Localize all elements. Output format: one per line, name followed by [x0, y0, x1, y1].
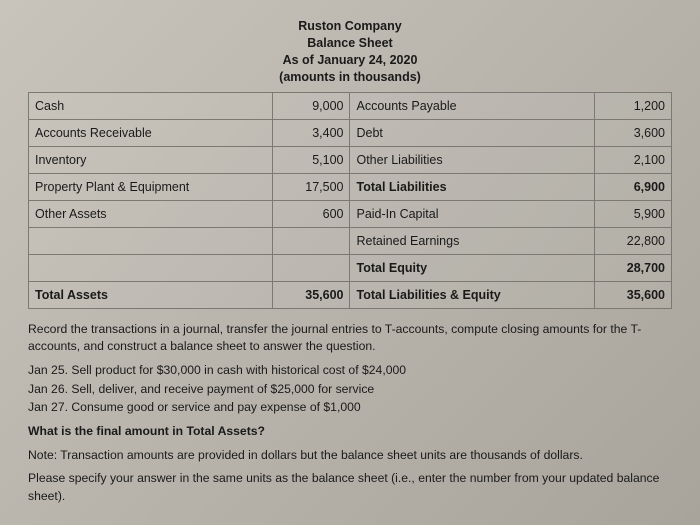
liab-value-2: 2,100 — [594, 146, 671, 173]
asset-label-1: Accounts Receivable — [29, 119, 273, 146]
asset-label-3: Property Plant & Equipment — [29, 173, 273, 200]
question-text: What is the final amount in Total Assets… — [28, 423, 672, 441]
liab-label-5: Retained Earnings — [350, 227, 594, 254]
company-name: Ruston Company — [28, 18, 672, 35]
liab-label-4: Paid-In Capital — [350, 200, 594, 227]
table-row: Other Assets600Paid-In Capital5,900 — [29, 200, 672, 227]
instructions: Record the transactions in a journal, tr… — [28, 321, 672, 356]
asset-value-0: 9,000 — [273, 92, 350, 119]
liab-label-2: Other Liabilities — [350, 146, 594, 173]
transaction-jan-26: Jan 26. Sell, deliver, and receive payme… — [28, 381, 672, 399]
asset-label-2: Inventory — [29, 146, 273, 173]
asset-label-7: Total Assets — [29, 281, 273, 308]
transaction-jan-25: Jan 25. Sell product for $30,000 in cash… — [28, 362, 672, 380]
asset-value-3: 17,500 — [273, 173, 350, 200]
asset-value-2: 5,100 — [273, 146, 350, 173]
liab-value-3: 6,900 — [594, 173, 671, 200]
asset-label-6 — [29, 254, 273, 281]
liab-label-0: Accounts Payable — [350, 92, 594, 119]
liab-label-7: Total Liabilities & Equity — [350, 281, 594, 308]
liab-value-1: 3,600 — [594, 119, 671, 146]
liab-value-6: 28,700 — [594, 254, 671, 281]
asset-label-0: Cash — [29, 92, 273, 119]
table-row: Property Plant & Equipment17,500Total Li… — [29, 173, 672, 200]
table-row: Inventory5,100Other Liabilities2,100 — [29, 146, 672, 173]
table-row: Accounts Receivable3,400Debt3,600 — [29, 119, 672, 146]
table-row: Cash9,000Accounts Payable1,200 — [29, 92, 672, 119]
liab-value-5: 22,800 — [594, 227, 671, 254]
liab-value-4: 5,900 — [594, 200, 671, 227]
please-text: Please specify your answer in the same u… — [28, 470, 672, 505]
asset-value-7: 35,600 — [273, 281, 350, 308]
liab-label-3: Total Liabilities — [350, 173, 594, 200]
units-note: (amounts in thousands) — [28, 69, 672, 86]
note-text: Note: Transaction amounts are provided i… — [28, 447, 672, 465]
liab-label-6: Total Equity — [350, 254, 594, 281]
asset-label-4: Other Assets — [29, 200, 273, 227]
transaction-jan-27: Jan 27. Consume good or service and pay … — [28, 399, 672, 417]
asset-label-5 — [29, 227, 273, 254]
asset-value-5 — [273, 227, 350, 254]
table-row: Total Assets35,600Total Liabilities & Eq… — [29, 281, 672, 308]
table-row: Retained Earnings22,800 — [29, 227, 672, 254]
sheet-title: Balance Sheet — [28, 35, 672, 52]
question-block: Record the transactions in a journal, tr… — [28, 321, 672, 506]
liab-value-0: 1,200 — [594, 92, 671, 119]
asset-value-6 — [273, 254, 350, 281]
liab-label-1: Debt — [350, 119, 594, 146]
balance-sheet-header: Ruston Company Balance Sheet As of Janua… — [28, 18, 672, 86]
asset-value-1: 3,400 — [273, 119, 350, 146]
asset-value-4: 600 — [273, 200, 350, 227]
table-row: Total Equity28,700 — [29, 254, 672, 281]
balance-sheet-table: Cash9,000Accounts Payable1,200Accounts R… — [28, 92, 672, 309]
as-of-date: As of January 24, 2020 — [28, 52, 672, 69]
liab-value-7: 35,600 — [594, 281, 671, 308]
